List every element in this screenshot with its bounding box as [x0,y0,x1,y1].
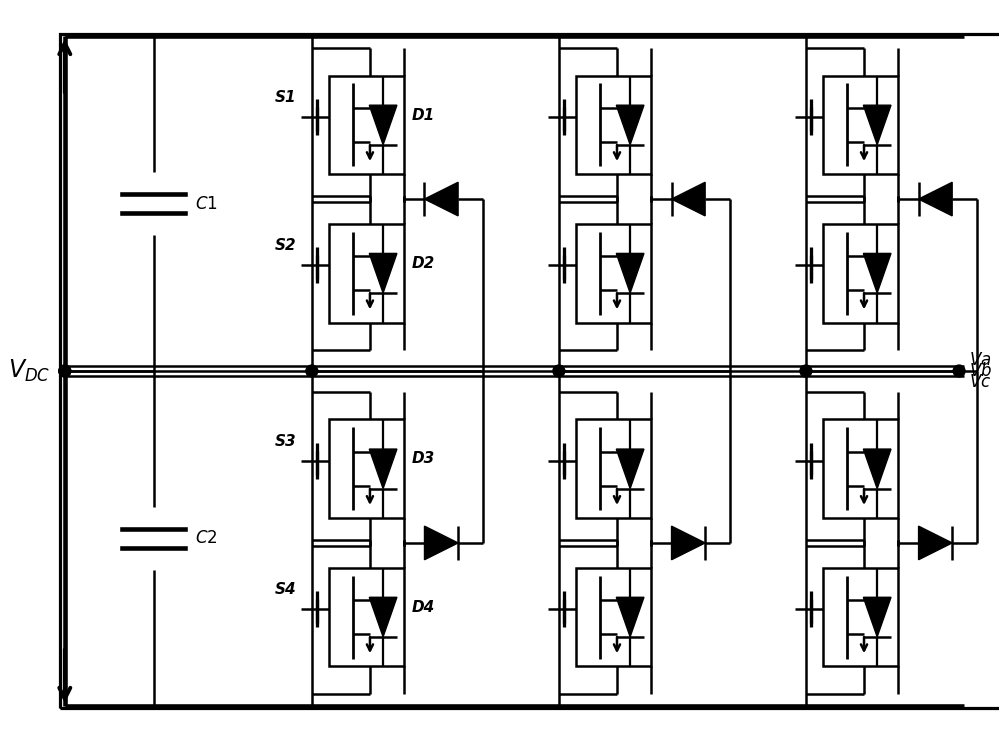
Text: D2: D2 [412,256,435,271]
Circle shape [953,365,965,377]
Text: D4: D4 [412,600,435,614]
Text: $Vc$: $Vc$ [969,373,991,391]
Polygon shape [863,449,891,488]
Polygon shape [672,526,705,559]
Text: $C2$: $C2$ [195,530,218,548]
Polygon shape [369,105,397,145]
Polygon shape [616,597,644,637]
Circle shape [59,365,71,377]
Text: $C1$: $C1$ [195,194,218,212]
Polygon shape [616,254,644,293]
Polygon shape [919,526,952,559]
Polygon shape [424,526,458,559]
Bar [823,224,898,323]
Bar [823,76,898,174]
Bar [329,224,404,323]
Text: D3: D3 [412,451,435,467]
Polygon shape [863,105,891,145]
Polygon shape [424,183,458,216]
Polygon shape [672,183,705,216]
Text: S3: S3 [274,434,296,449]
Circle shape [800,365,812,377]
Text: S2: S2 [274,238,296,254]
Text: S1: S1 [274,91,296,105]
Polygon shape [616,105,644,145]
Bar [576,568,651,666]
Text: $V_{DC}$: $V_{DC}$ [8,358,50,384]
Bar [576,76,651,174]
Bar [329,419,404,518]
Bar [823,419,898,518]
Polygon shape [919,183,952,216]
Polygon shape [369,449,397,488]
Text: $Vb$: $Vb$ [969,362,992,380]
Polygon shape [369,597,397,637]
Circle shape [59,365,71,377]
Bar [329,568,404,666]
Bar [823,568,898,666]
Text: $Va$: $Va$ [969,351,991,369]
Bar [576,419,651,518]
Bar [576,224,651,323]
Polygon shape [369,254,397,293]
Text: D1: D1 [412,108,435,122]
Text: S4: S4 [274,582,296,597]
Circle shape [553,365,565,377]
Polygon shape [616,449,644,488]
Polygon shape [863,597,891,637]
Bar [329,76,404,174]
Polygon shape [863,254,891,293]
Circle shape [306,365,318,377]
